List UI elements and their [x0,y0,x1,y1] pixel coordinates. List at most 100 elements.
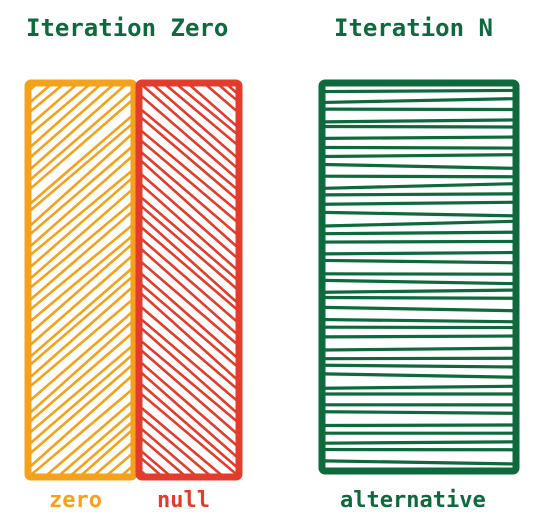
hatch-stroke [324,192,514,197]
hatch-stroke [324,182,514,190]
hatch-stroke [324,162,514,170]
hatch-stroke [92,440,132,475]
hatch-stroke [141,85,237,170]
label-alternative: alternative [340,488,486,513]
hatch-stroke [141,326,237,415]
heading-iteration-zero: Iteration Zero [26,14,229,42]
hatch-stroke [141,236,237,324]
hatch-stroke [30,310,132,403]
hatch-stroke [324,278,514,286]
label-null: null [157,488,210,513]
hatch-stroke [324,250,514,256]
hatch-alternative [324,88,514,466]
hatch-stroke [324,295,514,300]
hatch-stroke [30,122,132,213]
hatch-stroke [324,288,514,294]
hatch-stroke [30,363,132,456]
hatch-stroke [141,204,237,291]
hatch-stroke [324,317,514,324]
hatch-stroke [44,399,132,475]
hatch-stroke [30,89,132,182]
hatch-stroke [141,195,237,282]
bar-zero [24,0,138,481]
hatch-stroke [141,247,237,336]
hatch-stroke [30,154,132,249]
hatch-null [136,0,242,475]
hatch-stroke [141,449,172,475]
hatch-stroke [69,420,132,475]
hatch-stroke [324,200,514,206]
hatch-stroke [30,210,132,302]
hatch-stroke [216,85,237,103]
hatch-stroke [30,275,132,367]
hatch-stroke [30,98,132,191]
hatch-stroke [30,144,132,237]
hatch-stroke [30,254,132,347]
hatch-stroke [30,223,132,312]
hatch-stroke [324,258,514,265]
hatch-stroke [30,85,78,127]
hatch-stroke [187,85,237,129]
hatch-stroke [324,153,514,159]
hatch-stroke [79,428,132,475]
hatch-stroke [324,372,514,379]
bar-alternative-outline [318,79,520,475]
hatch-stroke [30,234,132,324]
hatch-stroke [25,0,137,85]
hatch-stroke [324,459,514,466]
hatch-stroke [141,107,237,191]
hatch-stroke [141,138,237,224]
hatch-stroke [30,85,102,150]
hatch-stroke [141,339,237,424]
hatch-stroke [30,85,91,137]
hatch-stroke [141,382,237,469]
hatch-stroke [141,282,237,369]
hatch-stroke [141,436,187,475]
bar-alternative [318,79,520,475]
bar-null [135,0,243,481]
hatch-stroke [324,305,514,313]
hatch-stroke [163,85,237,147]
hatch-stroke [30,353,132,446]
hatch-stroke [30,85,115,160]
hatch-stroke [141,260,237,346]
hatch-stroke [30,242,132,336]
hatch-stroke [141,214,237,305]
hatch-stroke [324,410,514,415]
bar-null-outline [135,79,243,481]
hatch-stroke [30,114,132,206]
hatch-stroke [324,174,514,179]
hatch-stroke [30,200,132,290]
hatch-stroke [141,370,237,459]
hatch-stroke [324,423,514,428]
hatch-stroke [30,187,132,281]
hatch-stroke [57,410,132,475]
hatch-stroke [324,356,514,361]
hatch-stroke [30,168,132,257]
hatch-stroke [324,230,514,236]
hatch-stroke [136,0,242,87]
hatch-stroke [30,266,132,359]
hatch-stroke [141,392,237,475]
label-zero: zero [49,488,102,513]
hatch-stroke [141,271,237,360]
hatch-stroke [30,85,53,105]
hatch-stroke [141,405,224,475]
hatch-stroke [324,239,514,244]
hatch-stroke [30,344,132,435]
hatch-stroke [324,219,514,228]
hatch-stroke [324,334,514,339]
hatch-stroke [141,415,212,475]
hatch-stroke [30,285,132,380]
hatch-stroke [141,291,237,382]
hatch-stroke [141,115,237,201]
hatch-stroke [141,456,163,475]
hatch-stroke [30,298,132,389]
hatch-stroke [324,384,514,390]
hatch-stroke [141,159,237,249]
hatch-stroke [30,319,132,415]
hatch-stroke [141,172,237,260]
hatch-stroke [141,360,237,448]
